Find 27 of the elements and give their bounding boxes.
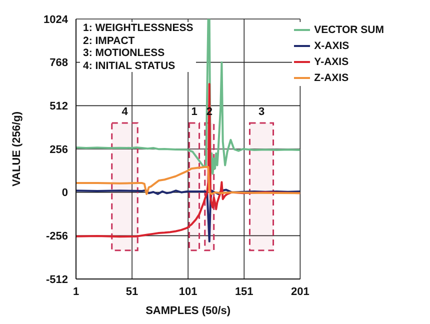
y-tick-label: 256 (50, 144, 68, 156)
legend-label: VECTOR SUM (314, 24, 384, 36)
y-tick-label: 512 (50, 100, 68, 113)
y-axis-title: VALUE (256/g) (10, 111, 23, 186)
x-tick-label: 151 (234, 286, 254, 298)
band-label: 3 (258, 106, 265, 118)
x-tick-label: 101 (178, 286, 198, 298)
line-series (76, 166, 300, 196)
legend-label: X-AXIS (314, 40, 350, 52)
legend-label: Y-AXIS (314, 56, 349, 68)
x-tick-label: 1 (72, 286, 80, 298)
x-axis-title: SAMPLES (50/s) (146, 305, 231, 317)
annotation: 1: WEIGHTLESSNESS (83, 22, 194, 34)
y-tick-label: 0 (62, 187, 68, 200)
annotation: 2: IMPACT (83, 34, 136, 47)
annotation: 4: INITIAL STATUS (83, 60, 176, 72)
x-tick-label: 51 (126, 286, 138, 298)
y-tick-label: 1024 (44, 14, 69, 26)
line-series (76, 188, 300, 242)
legend-label: Z-AXIS (314, 72, 349, 84)
annotation: 3: MOTIONLESS (83, 47, 166, 60)
x-tick-label: 201 (290, 286, 310, 298)
y-tick-label: 768 (50, 57, 68, 70)
y-tick-label: -256 (46, 230, 68, 243)
band-label: 1 (191, 106, 198, 118)
band-label: 4 (122, 106, 129, 118)
y-tick-label: -512 (46, 274, 68, 286)
